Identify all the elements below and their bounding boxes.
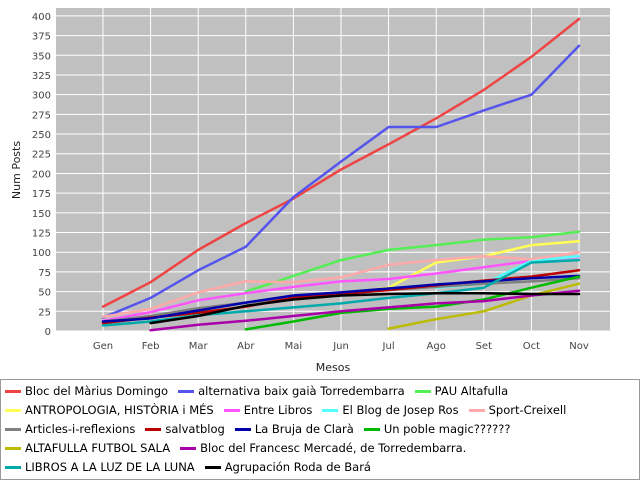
legend-label: Bloc del Màrius Domingo — [25, 384, 169, 398]
legend-swatch — [204, 465, 221, 469]
y-tick-label: 100 — [32, 248, 51, 259]
series-line — [101, 17, 581, 308]
legend-label: Articles-i-reflexions — [25, 422, 136, 436]
series-line — [149, 289, 581, 332]
x-tick-label: Gen — [93, 341, 113, 352]
legend-row: Bloc del Màrius Domingo alternativa baix… — [5, 382, 518, 400]
legend-item: Sport-Creixell — [468, 403, 567, 417]
legend-item: Articles-i-reflexions — [5, 422, 135, 436]
x-tick-label: Set — [476, 341, 493, 352]
y-tick-label: 200 — [32, 169, 51, 180]
legend-item: ANTROPOLOGIA, HISTÒRIA i MÉS — [5, 403, 214, 417]
legend-label: ALTAFULLA FUTBOL SALA — [25, 441, 171, 455]
legend-item: salvatblog — [145, 422, 225, 436]
x-tick-label: Jul — [382, 341, 395, 352]
legend: Bloc del Màrius Domingo alternativa baix… — [0, 379, 640, 480]
legend-swatch — [180, 446, 197, 450]
y-tick-label: 250 — [32, 130, 51, 141]
legend-item: El Blog de Josep Ros — [322, 403, 459, 417]
legend-swatch — [5, 446, 21, 450]
legend-label: ANTROPOLOGIA, HISTÒRIA i MÉS — [25, 403, 214, 417]
legend-swatch — [414, 389, 431, 393]
series-line — [387, 282, 581, 330]
legend-row: LIBROS A LA LUZ DE LA LUNA Agrupación Ro… — [5, 458, 381, 476]
legend-item: Agrupación Roda de Bará — [204, 460, 371, 474]
legend-swatch — [5, 465, 21, 469]
y-tick-label: 375 — [32, 32, 51, 43]
x-tick-label: Mar — [189, 341, 209, 352]
y-tick-labels: 0 25 50 75 100 125 150 175 200 225 250 275 300 325 350… — [32, 12, 51, 338]
y-tick-label: 400 — [32, 12, 51, 23]
legend-swatch — [5, 408, 21, 412]
legend-swatch — [363, 427, 380, 431]
legend-swatch — [5, 389, 21, 393]
legend-row: Articles-i-reflexions salvatblog La Bruj… — [5, 420, 520, 438]
y-tick-label: 75 — [38, 268, 51, 279]
y-tick-label: 150 — [32, 209, 51, 220]
x-tick-label: Nov — [569, 341, 589, 352]
y-tick-label: 300 — [32, 91, 51, 102]
y-tick-label: 275 — [32, 110, 51, 121]
y-tick-label: 350 — [32, 51, 51, 62]
legend-label: LIBROS A LA LUZ DE LA LUNA — [25, 460, 195, 474]
y-axis-title: Num Posts — [10, 141, 23, 199]
legend-swatch — [223, 408, 240, 412]
x-tick-label: Feb — [142, 341, 160, 352]
legend-label: PAU Altafulla — [434, 384, 509, 398]
legend-label: Entre Libros — [243, 403, 313, 417]
legend-item: Un poble magic?????? — [363, 422, 511, 436]
legend-item: La Bruja de Clarà — [234, 422, 354, 436]
legend-label: La Bruja de Clarà — [254, 422, 354, 436]
legend-swatch — [468, 408, 485, 412]
legend-swatch — [178, 389, 195, 393]
y-tick-label: 325 — [32, 71, 51, 82]
legend-label: El Blog de Josep Ros — [342, 403, 459, 417]
legend-label: Sport-Creixell — [488, 403, 567, 417]
legend-item: alternativa baix gaià Torredembarra — [178, 384, 405, 398]
legend-label: Agrupación Roda de Bará — [224, 460, 371, 474]
y-tick-label: 175 — [32, 189, 51, 200]
y-tick-label: 125 — [32, 229, 51, 240]
legend-swatch — [234, 427, 251, 431]
series-line — [244, 275, 581, 331]
y-tick-label: 225 — [32, 150, 51, 161]
legend-item: PAU Altafulla — [414, 384, 509, 398]
line-chart: 0 25 50 75 100 125 150 175 200 225 250 275 300 325 350… — [10, 8, 610, 374]
legend-label: Bloc del Francesc Mercadé, de Torredemba… — [200, 441, 467, 455]
legend-label: salvatblog — [165, 422, 225, 436]
legend-label: Un poble magic?????? — [383, 422, 511, 436]
legend-item: Entre Libros — [223, 403, 313, 417]
y-tick-label: 0 — [45, 327, 51, 338]
series-line — [101, 250, 581, 319]
legend-item: LIBROS A LA LUZ DE LA LUNA — [5, 460, 195, 474]
grid-lines — [56, 8, 610, 332]
x-tick-label: Oct — [523, 341, 540, 352]
series-line — [149, 291, 581, 325]
x-tick-labels: Gen Feb Mar Abr Mai Jun Jul Ago Set Oct Nov — [93, 341, 589, 352]
series-line — [101, 255, 581, 323]
series-line — [101, 44, 581, 319]
legend-swatch — [322, 408, 339, 412]
series-lines — [101, 17, 581, 332]
x-tick-label: Abr — [237, 341, 255, 352]
legend-swatch — [145, 427, 162, 431]
y-tick-label: 25 — [38, 307, 51, 318]
legend-item: Bloc del Francesc Mercadé, de Torredemba… — [180, 441, 466, 455]
x-tick-label: Jun — [332, 341, 349, 352]
legend-swatch — [5, 427, 21, 431]
x-tick-label: Mai — [285, 341, 303, 352]
x-tick-label: Ago — [427, 341, 446, 352]
legend-label: alternativa baix gaià Torredembarra — [198, 384, 405, 398]
y-tick-label: 50 — [38, 288, 51, 299]
x-axis-title: Mesos — [316, 361, 351, 374]
legend-item: ALTAFULLA FUTBOL SALA — [5, 441, 170, 455]
legend-row: ANTROPOLOGIA, HISTÒRIA i MÉS Entre Libro… — [5, 401, 576, 419]
legend-item: Bloc del Màrius Domingo — [5, 384, 168, 398]
legend-row: ALTAFULLA FUTBOL SALA Bloc del Francesc … — [5, 439, 476, 457]
series-line — [244, 230, 581, 293]
